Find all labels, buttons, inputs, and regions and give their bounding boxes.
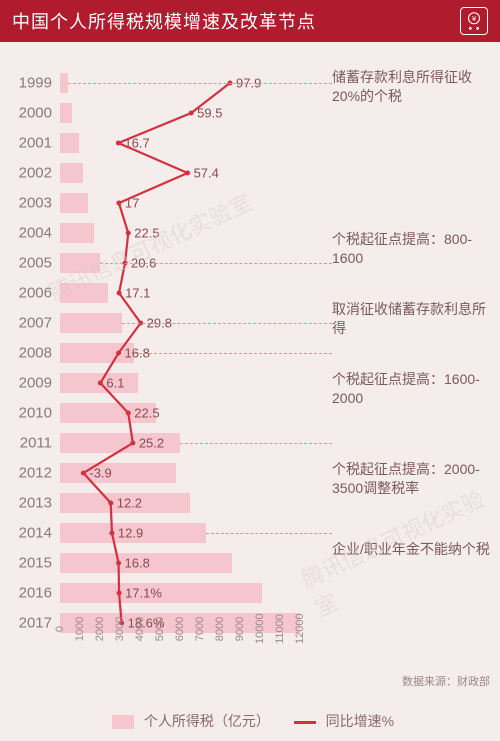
x-tick: 10000	[254, 614, 266, 644]
bar	[60, 163, 83, 183]
year-label: 2010	[6, 405, 52, 422]
legend: 个人所得税（亿元） 同比增速%	[0, 711, 500, 731]
year-label: 2016	[6, 585, 52, 602]
bar	[60, 133, 79, 153]
year-label: 2001	[6, 135, 52, 152]
legend-line-label: 同比增速%	[326, 713, 394, 729]
x-tick: 1000	[74, 614, 86, 644]
x-tick: 4000	[134, 614, 146, 644]
x-tick: 5000	[154, 614, 166, 644]
growth-value: 17.1	[125, 286, 150, 301]
growth-value: 17	[125, 196, 139, 211]
bar	[60, 313, 122, 333]
annotation-connector	[134, 353, 332, 354]
bar	[60, 73, 68, 93]
bar	[60, 193, 88, 213]
annotation-connector	[68, 83, 332, 84]
growth-value: 12.2	[117, 496, 142, 511]
growth-value: 22.5	[134, 406, 159, 421]
year-label: 2013	[6, 495, 52, 512]
bar	[60, 103, 72, 123]
growth-value: 25.2	[139, 436, 164, 451]
year-label: 2000	[6, 105, 52, 122]
annotation: 个税起征点提高：800-1600	[332, 230, 492, 268]
year-label: 2009	[6, 375, 52, 392]
annotation: 个税起征点提高：1600-2000	[332, 370, 492, 408]
bar	[60, 343, 134, 363]
annotation-connector	[206, 533, 332, 534]
growth-value: 12.9	[118, 526, 143, 541]
growth-value: 16.8	[125, 556, 150, 571]
legend-bar-label: 个人所得税（亿元）	[144, 713, 270, 729]
year-label: 2015	[6, 555, 52, 572]
legend-bar-swatch	[112, 715, 134, 729]
infographic-container: 中国个人所得税规模增速及改革节点 ¥ 199997.9200059.520011…	[0, 0, 500, 741]
svg-text:¥: ¥	[472, 14, 477, 23]
growth-value: -3.9	[89, 466, 111, 481]
growth-value: 16.7	[124, 136, 149, 151]
data-source: 数据来源：财政部	[402, 673, 490, 689]
annotation: 储蓄存款利息所得征收20%的个税	[332, 68, 492, 106]
growth-value: 57.4	[194, 166, 219, 181]
year-label: 2011	[6, 435, 52, 452]
legend-line-swatch	[294, 721, 316, 724]
x-tick: 2000	[94, 614, 106, 644]
header-title: 中国个人所得税规模增速及改革节点	[12, 8, 316, 34]
x-tick: 12000	[294, 614, 306, 644]
year-label: 2008	[6, 345, 52, 362]
year-label: 2014	[6, 525, 52, 542]
growth-value: 59.5	[197, 106, 222, 121]
year-label: 2017	[6, 615, 52, 632]
growth-value: 17.1%	[125, 586, 162, 601]
annotation-connector	[122, 323, 332, 324]
x-tick: 9000	[234, 614, 246, 644]
year-label: 2007	[6, 315, 52, 332]
year-label: 2002	[6, 165, 52, 182]
year-label: 2005	[6, 255, 52, 272]
annotation-connector	[180, 443, 332, 444]
bar	[60, 463, 176, 483]
year-label: 1999	[6, 75, 52, 92]
growth-value: 6.1	[106, 376, 124, 391]
x-tick: 7000	[194, 614, 206, 644]
year-label: 2012	[6, 465, 52, 482]
chart-area: 199997.9200059.5200116.7200257.420031720…	[0, 50, 500, 680]
header: 中国个人所得税规模增速及改革节点 ¥	[0, 0, 500, 42]
x-tick: 8000	[214, 614, 226, 644]
bar	[60, 373, 138, 393]
x-tick: 0	[54, 614, 66, 644]
x-tick: 3000	[114, 614, 126, 644]
year-label: 2006	[6, 285, 52, 302]
annotation: 取消征收储蓄存款利息所得	[332, 300, 492, 338]
year-label: 2004	[6, 225, 52, 242]
bar	[60, 223, 94, 243]
x-tick: 11000	[274, 614, 286, 644]
yuan-cart-icon: ¥	[460, 7, 488, 35]
year-label: 2003	[6, 195, 52, 212]
x-tick: 6000	[174, 614, 186, 644]
